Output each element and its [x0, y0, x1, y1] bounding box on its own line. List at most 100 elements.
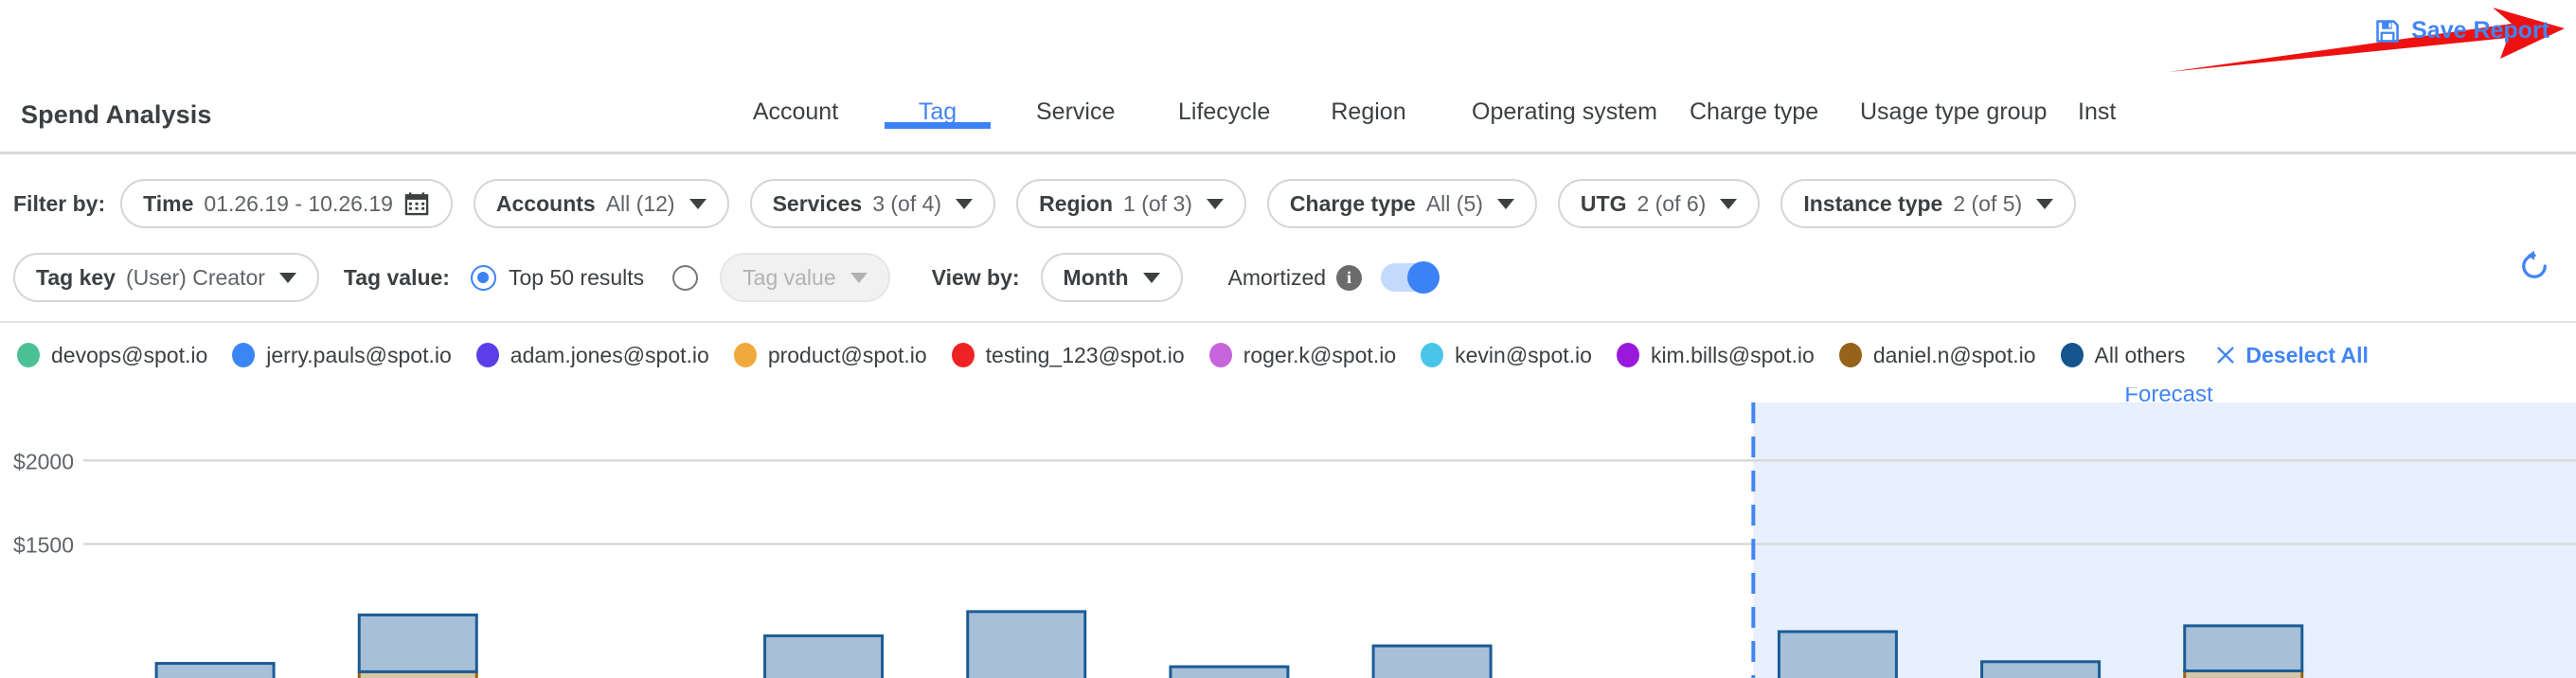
tab-charge-type[interactable]: Charge type	[1657, 78, 1828, 126]
top-bar: Save Report	[0, 0, 2576, 78]
amortized-label: Amortized	[1227, 264, 1327, 290]
tag-key-chip[interactable]: Tag key (User) Creator	[13, 253, 319, 302]
tag-value-chip-label: Tag value	[742, 264, 836, 290]
filter-chip-services[interactable]: Services 3 (of 4)	[749, 179, 996, 228]
tag-key-label: Tag key	[36, 264, 116, 290]
legend-item[interactable]: jerry.pauls@spot.io	[232, 343, 452, 368]
filter-chip-region[interactable]: Region 1 (of 3)	[1016, 179, 1246, 228]
legend-item-label: daniel.n@spot.io	[1872, 342, 2036, 367]
legend-item[interactable]: devops@spot.io	[17, 343, 207, 368]
tab-bar: Account Tag Service Lifecycle Region Operatin…	[720, 78, 2131, 154]
bar-stack[interactable]	[763, 633, 885, 678]
view-by-chip[interactable]: Month	[1040, 253, 1183, 302]
bar-stack[interactable]	[2183, 624, 2304, 678]
bar-stack[interactable]	[1169, 665, 1290, 678]
chevron-down-icon	[1720, 198, 1738, 209]
filter-chip-key: Region	[1039, 190, 1114, 216]
bar-segment[interactable]	[2183, 624, 2304, 672]
legend-color-dot	[2060, 343, 2084, 367]
tag-value-chip: Tag value	[720, 253, 890, 302]
bar-segment[interactable]	[154, 662, 276, 678]
filter-chip-accounts[interactable]: Accounts All (12)	[473, 179, 729, 228]
tab-account[interactable]: Account	[720, 78, 871, 126]
reset-filters-button[interactable]	[2517, 249, 2551, 288]
bar-segment[interactable]	[1777, 630, 1898, 678]
legend-item-label: testing_123@spot.io	[985, 342, 1185, 367]
filter-chip-utg[interactable]: UTG 2 (of 6)	[1557, 179, 1761, 228]
page-title: Spend Analysis	[21, 100, 212, 129]
tab-label: Region	[1331, 98, 1406, 125]
legend-item[interactable]: roger.k@spot.io	[1208, 343, 1396, 368]
filter-chip-key: UTG	[1580, 190, 1627, 216]
legend-item[interactable]: kim.bills@spot.io	[1616, 343, 1815, 368]
bar-stack[interactable]	[357, 613, 478, 678]
chevron-down-icon	[1142, 272, 1160, 283]
filter-row-secondary: Tag key (User) Creator Tag value: Top 50…	[0, 253, 2576, 302]
filter-chip-value: 1 (of 3)	[1123, 190, 1192, 216]
filter-row-primary: Filter by: Time 01.26.19 - 10.26.19 Accoun…	[0, 179, 2576, 228]
filter-chip-value: 01.26.19 - 10.26.19	[204, 190, 393, 216]
filter-chip-key: Charge type	[1289, 190, 1416, 216]
tab-operating-system[interactable]: Operating system	[1440, 78, 1657, 126]
filter-chip-key: Services	[772, 190, 863, 216]
bar-segment[interactable]	[763, 633, 885, 678]
bar-segment[interactable]	[357, 613, 478, 673]
filter-by-label: Filter by:	[13, 190, 106, 216]
legend-item[interactable]: testing_123@spot.io	[951, 342, 1185, 368]
legend-item[interactable]: All others	[2060, 342, 2186, 368]
legend-item[interactable]: adam.jones@spot.io	[475, 343, 709, 368]
tab-label: Service	[1036, 98, 1116, 125]
tab-region[interactable]: Region	[1297, 78, 1440, 126]
legend-color-dot	[733, 343, 757, 367]
legend-item[interactable]: daniel.n@spot.io	[1838, 342, 2036, 368]
bar-stack[interactable]	[1371, 644, 1493, 678]
legend-color-dot	[1208, 343, 1232, 367]
filter-chip-key: Instance type	[1803, 190, 1943, 216]
bar-segment[interactable]	[966, 610, 1087, 678]
radio-top-50-results[interactable]	[470, 264, 496, 291]
tab-lifecycle[interactable]: Lifecycle	[1146, 78, 1297, 126]
bar-stack[interactable]	[1777, 630, 1898, 678]
legend-color-dot	[1616, 343, 1639, 367]
legend-color-dot	[1421, 343, 1444, 367]
chevron-down-icon	[278, 272, 296, 283]
reset-counterclockwise-icon	[2522, 250, 2547, 278]
tab-label: Charge type	[1690, 98, 1819, 125]
radio-top-50-results-label: Top 50 results	[508, 264, 645, 290]
legend-item[interactable]: kevin@spot.io	[1421, 343, 1592, 368]
tab-label: Account	[752, 98, 839, 125]
bar-segment[interactable]	[1169, 665, 1290, 678]
tag-value-label: Tag value:	[343, 264, 450, 290]
bar-segment[interactable]	[1371, 644, 1493, 678]
tab-service[interactable]: Service	[1004, 78, 1146, 126]
y-axis-tick-label: $1500	[13, 532, 74, 557]
bar-stack[interactable]	[966, 610, 1087, 678]
tab-tag[interactable]: Tag	[871, 78, 1004, 129]
legend-item[interactable]: product@spot.io	[733, 342, 927, 368]
filter-chip-instance-type[interactable]: Instance type 2 (of 5)	[1780, 179, 2077, 228]
tab-label: Usage type group	[1860, 98, 2048, 125]
filter-chip-charge-type[interactable]: Charge type All (5)	[1266, 179, 1537, 228]
bar-stack[interactable]	[154, 662, 276, 678]
amortized-toggle[interactable]	[1381, 261, 1440, 294]
chevron-down-icon	[2036, 198, 2054, 209]
chevron-down-icon	[689, 198, 707, 209]
filter-chip-time[interactable]: Time 01.26.19 - 10.26.19	[120, 179, 453, 228]
bar-stack[interactable]	[1980, 660, 2102, 678]
tab-inst[interactable]: Inst	[2046, 78, 2131, 126]
legend-item-label: product@spot.io	[767, 342, 927, 367]
tab-usage-type-group[interactable]: Usage type group	[1828, 78, 2048, 126]
chart-canvas[interactable]: $2000 $1500 Forecast	[0, 387, 2576, 678]
filter-panel: Filter by: Time 01.26.19 - 10.26.19 Accoun…	[0, 154, 2576, 323]
save-report-button[interactable]: Save Report	[2374, 17, 2549, 45]
chevron-down-icon	[850, 272, 868, 283]
deselect-all-button[interactable]: Deselect All	[2215, 343, 2369, 368]
legend-item-label: kevin@spot.io	[1455, 342, 1592, 367]
bar-segment[interactable]	[1980, 660, 2102, 678]
legend-item-label: All others	[2094, 342, 2186, 367]
info-icon[interactable]: i	[1336, 264, 1363, 291]
tab-label: Tag	[918, 98, 957, 125]
legend-item-label: jerry.pauls@spot.io	[266, 342, 452, 367]
radio-tag-value[interactable]	[672, 264, 699, 291]
legend-color-dot	[17, 343, 40, 367]
